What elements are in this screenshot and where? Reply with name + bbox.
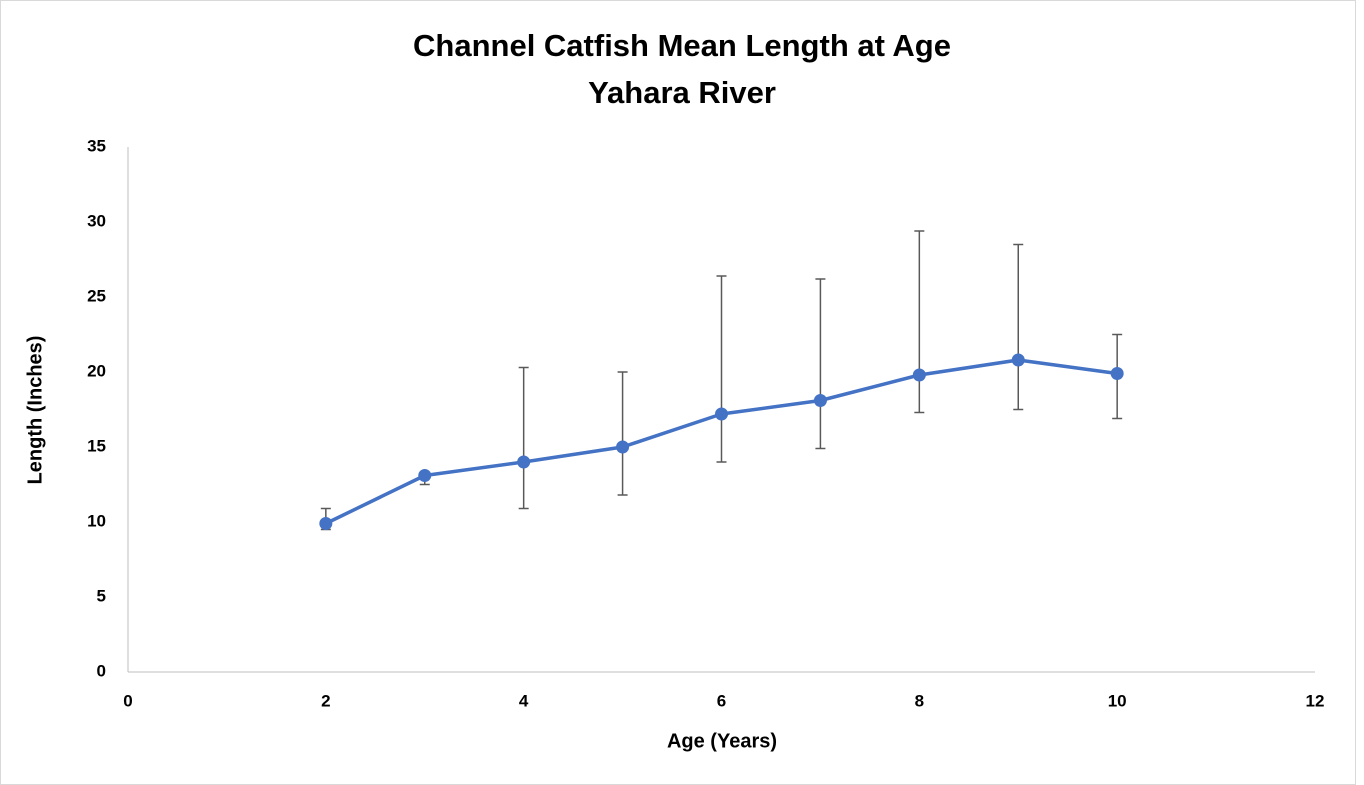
x-tick-label: 10 (1108, 691, 1127, 710)
y-tick-label: 15 (87, 436, 106, 455)
x-tick-label: 2 (321, 691, 330, 710)
data-point (813, 394, 827, 407)
y-tick-label: 30 (87, 211, 106, 230)
y-tick-label: 25 (87, 286, 106, 305)
y-tick-label: 10 (87, 511, 106, 530)
chart-title: Channel Catfish Mean Length at Age (413, 28, 951, 63)
data-point (517, 455, 531, 469)
data-point (1011, 353, 1025, 367)
x-tick-label: 6 (717, 691, 726, 710)
data-point (912, 368, 926, 382)
y-tick-label: 35 (87, 136, 106, 155)
x-axis-label: Age (Years) (667, 730, 777, 752)
data-point (1110, 367, 1124, 380)
x-tick-label: 8 (915, 691, 924, 710)
y-axis-label: Length (Inches) (24, 336, 46, 485)
x-tick-label: 0 (123, 691, 132, 710)
data-point (319, 517, 333, 530)
data-point (715, 407, 728, 421)
data-point (616, 440, 630, 454)
y-tick-label: 0 (97, 661, 106, 680)
x-tick-label: 12 (1306, 691, 1325, 710)
x-tick-label: 4 (519, 691, 529, 710)
y-tick-label: 5 (97, 586, 106, 605)
y-tick-label: 20 (87, 361, 106, 380)
chart-subtitle: Yahara River (588, 75, 776, 110)
data-point (418, 469, 432, 482)
